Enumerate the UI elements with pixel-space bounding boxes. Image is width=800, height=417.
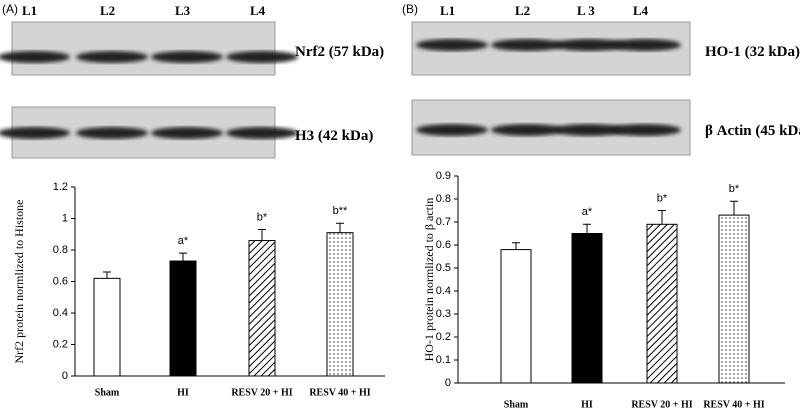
bar xyxy=(248,240,276,377)
lane-label: L4 xyxy=(250,3,266,18)
error-bar xyxy=(258,229,266,241)
x-tick-label: RESV 20 + HI xyxy=(231,387,292,398)
blot-label: HO-1 (32 kDa) xyxy=(705,44,800,60)
blot xyxy=(11,21,276,76)
y-axis-label: Nrf2 protein normlized to Histone xyxy=(12,200,26,364)
band xyxy=(151,127,223,139)
band xyxy=(609,39,681,51)
band xyxy=(553,39,625,51)
annotation: a* xyxy=(582,206,593,218)
annotation: b* xyxy=(657,192,668,204)
bar xyxy=(169,260,197,377)
annotation: b* xyxy=(257,211,268,223)
lane-label: L1 xyxy=(22,3,37,18)
y-tick-label: 0.6 xyxy=(436,239,451,251)
x-tick-label: HI xyxy=(177,387,189,398)
bar xyxy=(718,214,750,384)
error-bar xyxy=(658,210,666,225)
x-tick-label: RESV 40 + HI xyxy=(309,387,370,398)
lane-label: L 3 xyxy=(577,3,595,18)
annotation: b* xyxy=(729,183,740,195)
annotation: a* xyxy=(178,235,189,247)
x-tick-label: Sham xyxy=(95,387,120,398)
bar xyxy=(93,277,121,377)
y-tick-label: 0 xyxy=(445,377,451,389)
band xyxy=(416,124,488,136)
y-tick-label: 0.2 xyxy=(53,338,68,350)
y-tick-label: 0 xyxy=(62,370,68,382)
bar xyxy=(500,249,532,384)
band xyxy=(226,51,298,63)
band xyxy=(553,124,625,136)
band xyxy=(0,51,70,63)
band xyxy=(76,127,148,139)
error-bar xyxy=(103,271,111,279)
error-bar xyxy=(730,200,738,216)
lane-label: L1 xyxy=(440,3,455,18)
y-tick-label: 0.9 xyxy=(436,170,451,182)
y-tick-label: 0.2 xyxy=(436,331,451,343)
blot-label: Nrf2 (57 kDa) xyxy=(295,44,384,60)
error-bar xyxy=(179,252,187,262)
band xyxy=(151,51,223,63)
y-tick-label: 0.7 xyxy=(436,216,451,228)
y-tick-label: 0.4 xyxy=(53,307,68,319)
blot-label: β Actin (45 kDa) xyxy=(705,123,800,139)
x-tick-label: RESV 20 + HI xyxy=(631,399,692,410)
panel-label: (A) xyxy=(2,2,18,16)
lane-label: L2 xyxy=(100,3,115,18)
blot-label: H3 (42 kDa) xyxy=(295,128,373,144)
lane-label: L4 xyxy=(633,3,649,18)
lane-label: L2 xyxy=(515,3,530,18)
y-tick-label: 0.8 xyxy=(53,244,68,256)
error-bar xyxy=(583,223,591,234)
y-tick-label: 0.6 xyxy=(53,275,68,287)
bar xyxy=(571,233,603,384)
x-tick-label: Sham xyxy=(504,399,529,410)
y-tick-label: 0.4 xyxy=(436,285,451,297)
annotation: b** xyxy=(333,205,348,217)
error-bar xyxy=(512,242,520,250)
band xyxy=(226,127,298,139)
y-tick-label: 0.3 xyxy=(436,308,451,320)
band xyxy=(0,127,70,139)
band xyxy=(416,39,488,51)
y-tick-label: 1.2 xyxy=(53,181,68,193)
x-tick-label: HI xyxy=(581,399,593,410)
y-tick-label: 0.5 xyxy=(436,262,451,274)
panel-label: (B) xyxy=(402,2,418,16)
band xyxy=(491,39,563,51)
y-axis-label: HO-1 protein normlized to β actin xyxy=(422,198,436,362)
bar xyxy=(326,232,354,377)
y-tick-label: 0.1 xyxy=(436,354,451,366)
y-tick-label: 0.8 xyxy=(436,193,451,205)
error-bar xyxy=(336,222,344,233)
band xyxy=(491,124,563,136)
band xyxy=(609,124,681,136)
x-tick-label: RESV 40 + HI xyxy=(703,399,764,410)
lane-label: L3 xyxy=(175,3,191,18)
bar xyxy=(646,223,678,384)
band xyxy=(76,51,148,63)
y-tick-label: 1 xyxy=(62,212,68,224)
